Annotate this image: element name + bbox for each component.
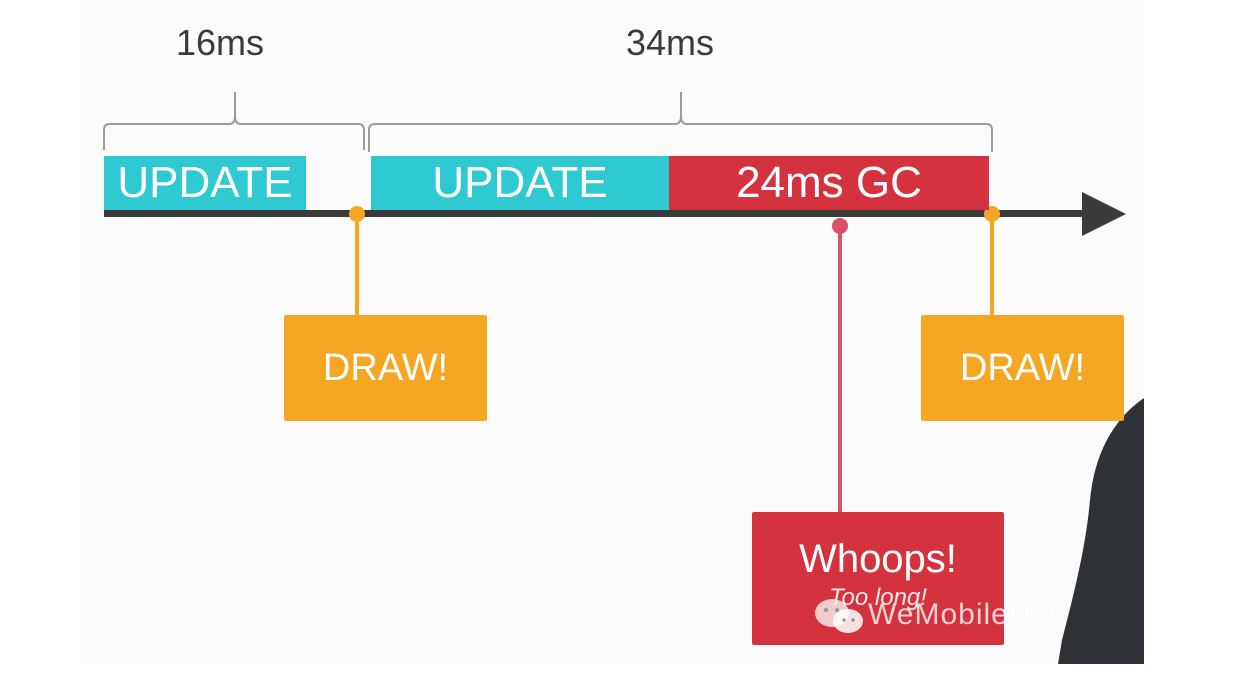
draw-callout-1: DRAW! <box>284 315 487 421</box>
bracket-16ms <box>103 92 365 150</box>
watermark-label: WeMobileDev <box>868 598 1066 631</box>
whoops-title: Whoops! <box>799 537 957 581</box>
draw-2-marker <box>984 206 1000 222</box>
presenter-silhouette <box>1058 398 1144 664</box>
draw-callout-2: DRAW! <box>921 315 1124 421</box>
gc-segment: 24ms GC <box>669 156 989 210</box>
draw-callout-1-label: DRAW! <box>322 346 449 389</box>
duration-label-34ms: 34ms <box>625 22 715 63</box>
duration-label-16ms: 16ms <box>175 22 265 63</box>
update-segment-1: UPDATE <box>104 156 306 210</box>
wechat-icon <box>815 599 863 633</box>
gc-marker <box>832 218 848 234</box>
gc-segment-label: 24ms GC <box>736 158 922 207</box>
watermark-text: WeMobileDev <box>820 598 1065 632</box>
timeline-axis <box>104 210 1094 217</box>
bracket-34ms <box>368 92 993 152</box>
update-segment-1-label: UPDATE <box>117 158 293 207</box>
draw-1-marker <box>349 206 365 222</box>
update-segment-2: UPDATE <box>371 156 669 210</box>
update-segment-2-label: UPDATE <box>432 158 608 207</box>
timeline-arrowhead <box>1082 192 1126 236</box>
draw-callout-2-label: DRAW! <box>959 346 1086 389</box>
